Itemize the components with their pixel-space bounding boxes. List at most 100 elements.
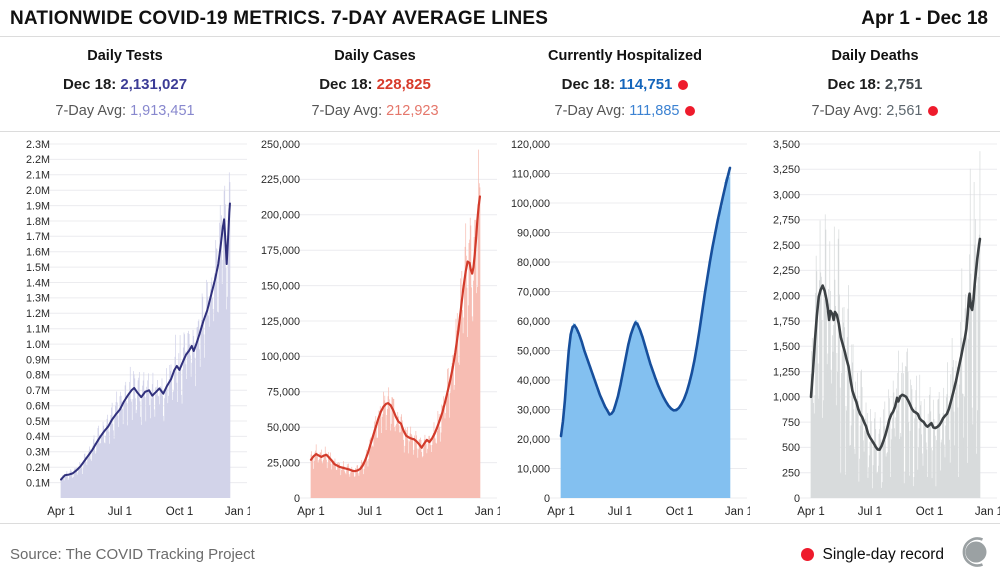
svg-text:1.6M: 1.6M (26, 247, 50, 259)
avg-label: 7-Day Avg: (55, 103, 127, 119)
svg-text:1,500: 1,500 (773, 341, 800, 353)
stat-latest: Dec 18: 2,131,027 (0, 76, 250, 93)
source-attribution: Source: The COVID Tracking Project (10, 546, 255, 563)
svg-text:25,000: 25,000 (267, 457, 300, 469)
stat-latest: Dec 18: 114,751 (500, 76, 750, 93)
svg-text:2.0M: 2.0M (26, 185, 50, 197)
svg-text:100,000: 100,000 (511, 198, 550, 210)
chart-svg: 120,000 110,000 100,000 90,000 80,000 70,000 6… (511, 139, 750, 518)
svg-text:0.7M: 0.7M (26, 385, 50, 397)
date-range: Apr 1 - Dec 18 (861, 7, 988, 29)
page-title: NATIONWIDE COVID-19 METRICS. 7-DAY AVERA… (10, 7, 549, 29)
svg-text:1,000: 1,000 (773, 392, 800, 404)
svg-text:Apr 1: Apr 1 (797, 506, 825, 518)
svg-text:1,250: 1,250 (773, 366, 800, 378)
svg-text:Jul 1: Jul 1 (358, 506, 382, 518)
record-dot (678, 80, 689, 90)
stat-latest: Dec 18: 2,751 (750, 76, 1000, 93)
avg-label: 7-Day Avg: (554, 103, 626, 119)
svg-text:10,000: 10,000 (517, 463, 550, 475)
svg-text:Apr 1: Apr 1 (47, 506, 75, 518)
avg-value: 212,923 (386, 103, 439, 119)
svg-text:0.6M: 0.6M (26, 401, 50, 413)
svg-text:Oct 1: Oct 1 (166, 506, 193, 518)
stats-row: Daily Tests Dec 18: 2,131,027 7-Day Avg: 1… (0, 37, 1000, 132)
svg-text:175,000: 175,000 (261, 245, 300, 257)
stat-title: Currently Hospitalized (548, 48, 702, 64)
latest-value: 2,751 (884, 76, 923, 93)
svg-text:110,000: 110,000 (512, 168, 550, 180)
svg-text:120,000: 120,000 (511, 139, 550, 151)
svg-text:0.1M: 0.1M (26, 477, 50, 489)
svg-text:1.3M: 1.3M (26, 293, 50, 305)
svg-text:2.1M: 2.1M (26, 170, 50, 182)
record-dot (928, 106, 939, 116)
chart-svg: 2.3M 2.2M 2.1M 2.0M 1.9M 1.8M 1.7M 1.6M 1.5M 1.4M… (26, 139, 250, 518)
svg-text:0.4M: 0.4M (26, 431, 50, 443)
latest-label: Dec 18: (561, 76, 615, 93)
page-footer: Source: The COVID Tracking Project Singl… (0, 524, 1000, 574)
svg-text:1.7M: 1.7M (26, 231, 50, 243)
svg-text:Jul 1: Jul 1 (608, 506, 632, 518)
avg-label: 7-Day Avg: (811, 103, 883, 119)
avg-value: 1,913,451 (130, 103, 195, 119)
svg-text:2,500: 2,500 (773, 240, 800, 252)
svg-text:0.3M: 0.3M (26, 447, 50, 459)
svg-text:3,250: 3,250 (773, 164, 800, 176)
svg-text:3,500: 3,500 (773, 139, 800, 151)
svg-text:40,000: 40,000 (517, 375, 550, 387)
chart-daily-deaths: 3,500 3,250 3,000 2,750 2,500 2,250 2,000 1,750… (750, 132, 1000, 523)
legend: Single-day record (800, 535, 992, 574)
svg-text:150,000: 150,000 (261, 280, 300, 292)
svg-text:50,000: 50,000 (267, 422, 300, 434)
svg-text:0: 0 (294, 493, 300, 505)
legend-label: Single-day record (822, 545, 944, 563)
svg-text:Oct 1: Oct 1 (916, 506, 943, 518)
svg-text:0: 0 (544, 493, 550, 505)
svg-text:250,000: 250,000 (261, 139, 300, 151)
record-dot-icon (800, 548, 814, 561)
svg-text:1.4M: 1.4M (26, 277, 50, 289)
svg-text:100,000: 100,000 (261, 351, 300, 363)
svg-text:60,000: 60,000 (517, 316, 550, 328)
svg-text:0.8M: 0.8M (26, 370, 50, 382)
stat-latest: Dec 18: 228,825 (250, 76, 500, 93)
svg-text:Jul 1: Jul 1 (858, 506, 882, 518)
svg-text:3,000: 3,000 (773, 189, 800, 201)
svg-text:90,000: 90,000 (517, 227, 550, 239)
stat-title: Daily Cases (334, 48, 416, 64)
svg-text:125,000: 125,000 (261, 316, 300, 328)
svg-text:30,000: 30,000 (517, 404, 550, 416)
latest-value: 228,825 (376, 76, 431, 93)
chart-daily-tests: 2.3M 2.2M 2.1M 2.0M 1.9M 1.8M 1.7M 1.6M 1.5M 1.4M… (0, 132, 250, 523)
svg-text:2.2M: 2.2M (26, 154, 50, 166)
stat-avg: 7-Day Avg: 111,885 (500, 103, 750, 119)
chart-daily-cases: 250,000 225,000 200,000 175,000 150,000 125,0… (250, 132, 500, 523)
svg-text:80,000: 80,000 (517, 257, 550, 269)
avg-value: 2,561 (886, 103, 923, 119)
svg-text:Jan 1: Jan 1 (975, 506, 1000, 518)
latest-label: Dec 18: (62, 76, 117, 93)
stat-avg: 7-Day Avg: 2,561 (750, 103, 1000, 119)
latest-value: 114,751 (618, 76, 673, 93)
svg-text:Apr 1: Apr 1 (547, 506, 575, 518)
svg-text:750: 750 (782, 417, 800, 429)
svg-text:Apr 1: Apr 1 (297, 506, 325, 518)
stat-daily-tests: Daily Tests Dec 18: 2,131,027 7-Day Avg: 1… (0, 46, 250, 119)
svg-text:1.9M: 1.9M (26, 200, 50, 212)
svg-text:2,000: 2,000 (773, 291, 800, 303)
stat-title: Daily Deaths (831, 48, 919, 64)
svg-text:2,750: 2,750 (773, 215, 800, 227)
svg-text:Jan 1: Jan 1 (475, 506, 500, 518)
svg-text:0: 0 (794, 493, 800, 505)
svg-text:Jul 1: Jul 1 (108, 506, 132, 518)
svg-text:2,250: 2,250 (773, 265, 800, 277)
avg-label: 7-Day Avg: (311, 103, 383, 119)
page-header: NATIONWIDE COVID-19 METRICS. 7-DAY AVERA… (0, 0, 1000, 37)
svg-text:75,000: 75,000 (267, 387, 300, 399)
latest-label: Dec 18: (319, 76, 373, 93)
latest-label: Dec 18: (827, 76, 881, 93)
svg-text:Jan 1: Jan 1 (725, 506, 750, 518)
avg-value: 111,885 (629, 103, 680, 119)
svg-text:1.2M: 1.2M (26, 308, 50, 320)
